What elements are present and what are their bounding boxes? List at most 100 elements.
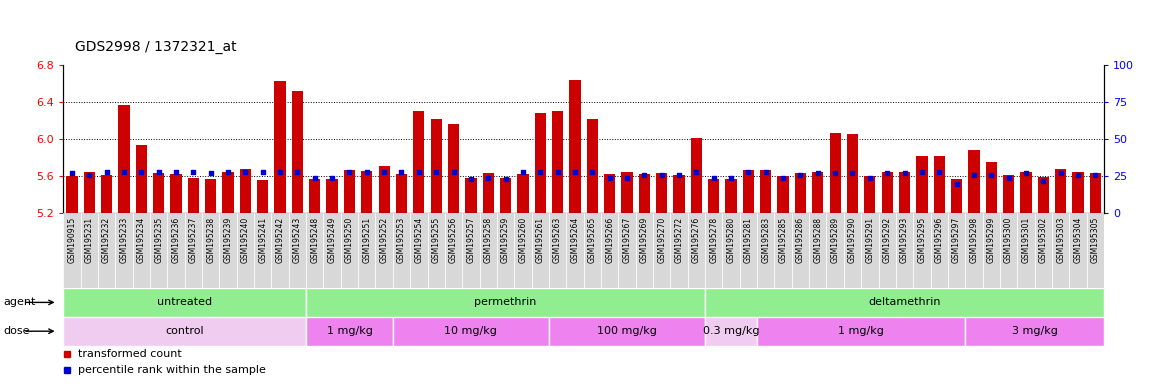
Bar <box>688 213 705 288</box>
Bar <box>150 213 168 288</box>
Bar <box>549 213 566 288</box>
Bar <box>81 213 98 288</box>
Text: permethrin: permethrin <box>475 297 537 308</box>
Text: GSM195264: GSM195264 <box>570 217 580 263</box>
Point <box>1068 172 1087 178</box>
Bar <box>810 213 827 288</box>
Text: GSM195276: GSM195276 <box>692 217 700 263</box>
Bar <box>63 317 306 346</box>
Bar <box>722 213 739 288</box>
Bar <box>220 213 237 288</box>
Bar <box>378 166 390 213</box>
Text: GDS2998 / 1372321_at: GDS2998 / 1372321_at <box>75 40 237 54</box>
Bar <box>917 156 928 213</box>
Bar <box>84 172 95 213</box>
Bar <box>982 213 999 288</box>
Text: 1 mg/kg: 1 mg/kg <box>838 326 884 336</box>
Bar <box>999 213 1018 288</box>
Bar <box>1018 213 1035 288</box>
Bar <box>1087 213 1104 288</box>
Bar <box>63 213 80 288</box>
Bar <box>344 170 355 213</box>
Point <box>600 175 619 181</box>
Bar <box>306 288 705 317</box>
Bar <box>132 213 150 288</box>
Bar <box>271 213 289 288</box>
Text: GSM195289: GSM195289 <box>830 217 840 263</box>
Point <box>201 170 220 176</box>
Bar <box>1037 177 1049 213</box>
Text: GSM195237: GSM195237 <box>189 217 198 263</box>
Text: 1 mg/kg: 1 mg/kg <box>327 326 373 336</box>
Point <box>896 170 914 176</box>
Bar <box>136 145 147 213</box>
Bar <box>393 213 411 288</box>
Text: GSM195293: GSM195293 <box>900 217 908 263</box>
Text: GSM195270: GSM195270 <box>657 217 666 263</box>
Bar <box>760 170 772 213</box>
Bar <box>604 174 615 213</box>
Text: GSM195278: GSM195278 <box>710 217 719 263</box>
Bar <box>601 213 619 288</box>
Point <box>965 172 983 178</box>
Text: GSM190915: GSM190915 <box>68 217 76 263</box>
Bar <box>705 288 1104 317</box>
Text: GSM195288: GSM195288 <box>813 217 822 263</box>
Point <box>635 172 653 178</box>
Point <box>444 169 462 175</box>
Bar <box>864 176 875 213</box>
Text: GSM195283: GSM195283 <box>761 217 771 263</box>
Bar <box>656 174 667 213</box>
Bar <box>791 213 810 288</box>
Bar <box>258 180 268 213</box>
Bar <box>739 213 757 288</box>
Bar <box>965 317 1104 346</box>
Bar <box>306 213 323 288</box>
Point <box>132 169 151 175</box>
Point <box>757 169 775 175</box>
Bar <box>795 174 806 213</box>
Bar <box>913 213 930 288</box>
Point <box>306 175 324 181</box>
Text: GSM195300: GSM195300 <box>1004 217 1013 263</box>
Bar <box>743 170 754 213</box>
Bar <box>447 124 459 213</box>
Bar <box>63 288 306 317</box>
Text: GSM195265: GSM195265 <box>588 217 597 263</box>
Text: GSM195236: GSM195236 <box>171 217 181 263</box>
Bar <box>275 81 285 213</box>
Point <box>1086 172 1104 178</box>
Text: dose: dose <box>3 326 30 336</box>
Text: GSM195299: GSM195299 <box>987 217 996 263</box>
Bar <box>480 213 497 288</box>
Bar <box>691 138 702 213</box>
Point <box>253 169 271 175</box>
Bar <box>430 119 442 213</box>
Text: GSM195233: GSM195233 <box>120 217 129 263</box>
Bar <box>827 213 844 288</box>
Bar <box>462 213 480 288</box>
Point <box>618 175 636 181</box>
Bar <box>466 178 476 213</box>
Text: GSM195263: GSM195263 <box>553 217 562 263</box>
Text: GSM195260: GSM195260 <box>519 217 528 263</box>
Text: GSM195242: GSM195242 <box>276 217 284 263</box>
Text: GSM195254: GSM195254 <box>414 217 423 263</box>
Text: GSM195253: GSM195253 <box>397 217 406 263</box>
Bar <box>1020 172 1032 213</box>
Text: GSM195234: GSM195234 <box>137 217 146 263</box>
Bar <box>393 317 549 346</box>
Bar <box>674 175 684 213</box>
Bar <box>844 213 861 288</box>
Point <box>461 176 480 182</box>
Text: GSM195259: GSM195259 <box>501 217 511 263</box>
Text: 0.3 mg/kg: 0.3 mg/kg <box>703 326 759 336</box>
Bar <box>67 176 77 213</box>
Text: GSM195280: GSM195280 <box>727 217 736 263</box>
Bar <box>237 213 254 288</box>
Point <box>167 169 185 175</box>
Bar <box>205 179 216 213</box>
Bar <box>1003 175 1014 213</box>
Text: control: control <box>166 326 204 336</box>
Text: GSM195240: GSM195240 <box>240 217 250 263</box>
